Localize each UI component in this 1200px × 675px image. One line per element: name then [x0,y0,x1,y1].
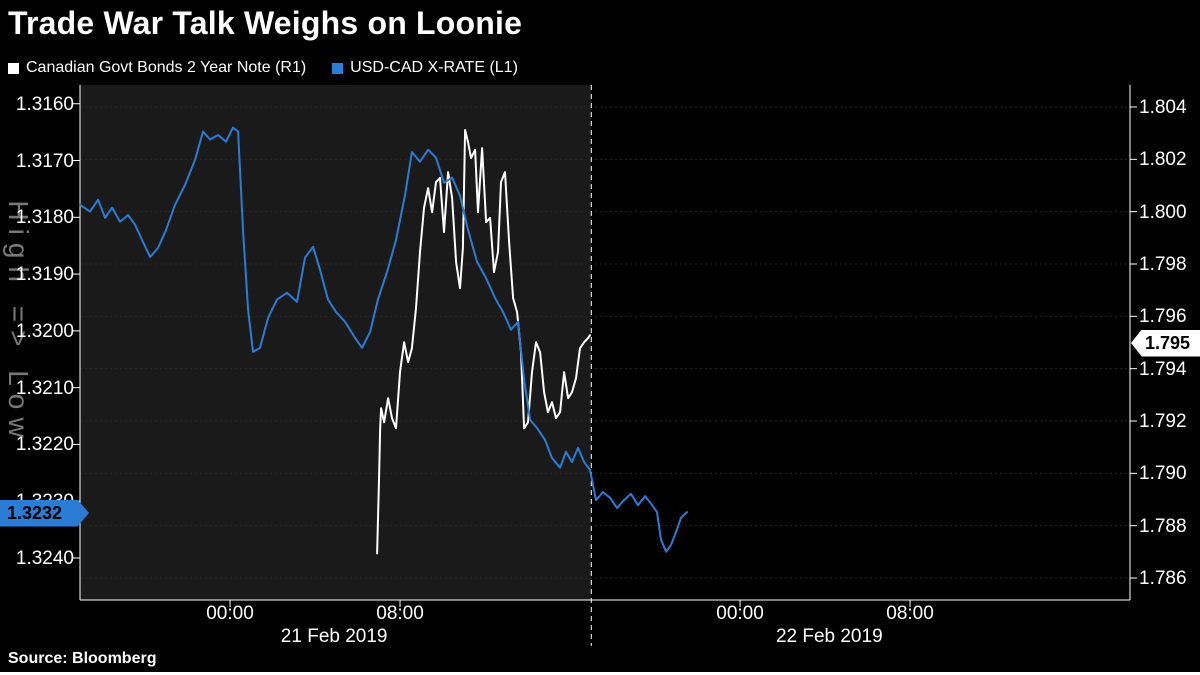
series-line-bonds [376,129,591,555]
legend-label-bonds: Canadian Govt Bonds 2 Year Note (R1) [26,59,307,76]
series-line-usdcad [79,126,689,553]
last-price-badge-bonds: 1.795 [1131,329,1200,357]
legend-item-usdcad[interactable]: USD-CAD X-RATE (L1) [332,59,518,77]
chart-legend: Canadian Govt Bonds 2 Year Note (R1) USD… [8,59,518,77]
legend-label-usdcad: USD-CAD X-RATE (L1) [350,59,518,76]
source-credit: Source: Bloomberg [8,650,157,667]
page-title: Trade War Talk Weighs on Loonie [8,5,523,41]
legend-swatch-bonds-icon [8,62,19,74]
legend-swatch-usdcad-icon [332,62,344,74]
legend-item-bonds[interactable]: Canadian Govt Bonds 2 Year Note (R1) [8,59,306,77]
last-price-badge-usdcad: 1.3232 [0,499,89,527]
bottom-border [0,672,1200,675]
session-shade-21feb [80,85,592,600]
